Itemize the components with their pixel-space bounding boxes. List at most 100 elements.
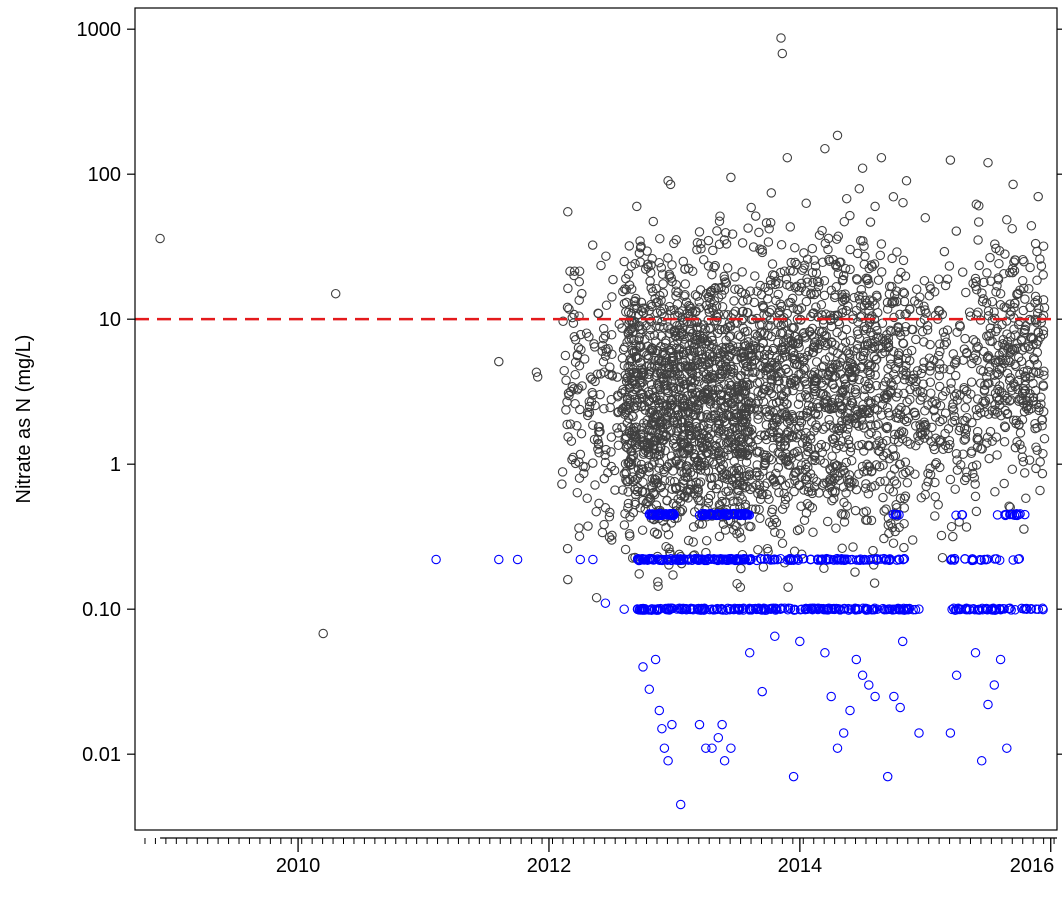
data-point-detect	[845, 244, 855, 255]
data-point-detect	[764, 452, 774, 463]
data-point-detect	[768, 427, 779, 438]
data-point-detect	[780, 454, 790, 464]
data-point-detect	[794, 480, 805, 491]
data-point-detect	[827, 372, 837, 383]
data-point-detect	[738, 417, 748, 427]
data-point-detect	[782, 411, 793, 421]
data-point-detect	[684, 456, 695, 466]
data-point-detect	[921, 420, 931, 431]
data-point-detect	[1026, 221, 1037, 231]
data-point-detect	[731, 469, 742, 479]
data-point-detect	[1001, 303, 1012, 313]
data-point-detect	[1019, 468, 1030, 478]
data-point-detect	[983, 311, 994, 321]
data-point-detect	[706, 480, 717, 491]
data-point-nondetect	[679, 554, 689, 564]
data-point-detect	[985, 323, 996, 333]
data-point-detect	[795, 410, 805, 421]
data-point-detect	[952, 327, 962, 337]
data-point-detect	[745, 426, 755, 437]
data-point-detect	[783, 492, 793, 502]
data-point-detect	[839, 295, 850, 305]
data-point-detect	[753, 544, 763, 555]
data-point-detect	[596, 260, 606, 271]
data-point-detect	[791, 423, 801, 434]
data-point-detect	[647, 474, 658, 484]
data-point-detect	[820, 143, 830, 154]
data-point-detect	[722, 393, 732, 404]
data-point-detect	[961, 472, 972, 483]
data-point-detect	[685, 423, 695, 434]
data-point-detect	[754, 504, 764, 515]
data-point-detect	[630, 475, 640, 485]
data-point-detect	[705, 490, 716, 501]
data-point-nondetect	[842, 554, 852, 564]
data-point-detect	[961, 424, 972, 435]
data-point-detect	[728, 525, 739, 535]
data-point-detect	[632, 201, 642, 212]
data-point-detect	[1009, 302, 1019, 313]
data-point-detect	[1002, 215, 1012, 225]
data-point-detect	[914, 435, 924, 446]
data-point-detect	[1002, 368, 1013, 379]
data-point-nondetect	[960, 554, 970, 564]
data-point-detect	[619, 360, 630, 371]
data-point-detect	[779, 397, 789, 407]
data-point-nondetect	[902, 604, 913, 615]
data-point-nondetect	[659, 743, 670, 753]
data-point-detect	[606, 535, 617, 545]
data-point-nondetect	[967, 555, 977, 566]
data-point-nondetect	[744, 648, 755, 658]
data-point-detect	[863, 440, 874, 451]
data-point-detect	[1030, 423, 1040, 434]
data-point-detect	[891, 392, 902, 402]
data-point-detect	[564, 304, 574, 314]
data-point-detect	[768, 345, 778, 356]
data-point-detect	[625, 361, 635, 372]
data-point-detect	[692, 238, 703, 248]
data-point-nondetect	[1000, 509, 1010, 520]
data-point-detect	[624, 398, 634, 409]
data-point-detect	[1026, 403, 1036, 414]
data-point-detect	[693, 405, 703, 415]
data-point-detect	[921, 308, 931, 318]
data-point-detect	[834, 475, 845, 486]
data-point-detect	[826, 337, 837, 348]
data-point-detect	[665, 345, 676, 356]
data-point-detect	[972, 434, 982, 445]
data-point-detect	[622, 394, 633, 405]
data-point-detect	[838, 274, 848, 285]
data-point-nondetect	[648, 509, 659, 520]
data-point-detect	[960, 403, 971, 413]
data-point-detect	[900, 271, 911, 281]
data-point-detect	[1028, 353, 1039, 363]
data-point-detect	[777, 48, 788, 59]
data-point-detect	[649, 330, 660, 340]
data-point-detect	[651, 336, 661, 347]
data-point-detect	[694, 396, 705, 406]
data-point-detect	[729, 296, 739, 306]
data-point-detect	[972, 426, 983, 437]
data-point-detect	[791, 467, 801, 477]
data-point-detect	[829, 292, 840, 303]
data-point-detect	[709, 459, 720, 470]
y-tick-label: 0.01	[82, 744, 121, 766]
data-point-detect	[766, 188, 777, 198]
data-point-detect	[892, 247, 902, 257]
data-point-detect	[734, 346, 744, 357]
data-point-detect	[677, 401, 687, 411]
data-point-detect	[733, 394, 743, 404]
data-point-nondetect	[763, 554, 773, 564]
data-point-detect	[742, 295, 753, 305]
data-point-detect	[1019, 283, 1029, 294]
data-point-detect	[782, 318, 792, 328]
data-point-detect	[945, 474, 956, 485]
data-point-detect	[859, 423, 869, 433]
data-point-detect	[750, 271, 760, 281]
data-point-detect	[777, 538, 788, 549]
data-point-detect	[783, 582, 793, 592]
data-point-detect	[606, 447, 616, 457]
data-point-detect	[1004, 375, 1015, 386]
data-point-detect	[879, 390, 890, 400]
data-point-detect	[830, 473, 840, 484]
